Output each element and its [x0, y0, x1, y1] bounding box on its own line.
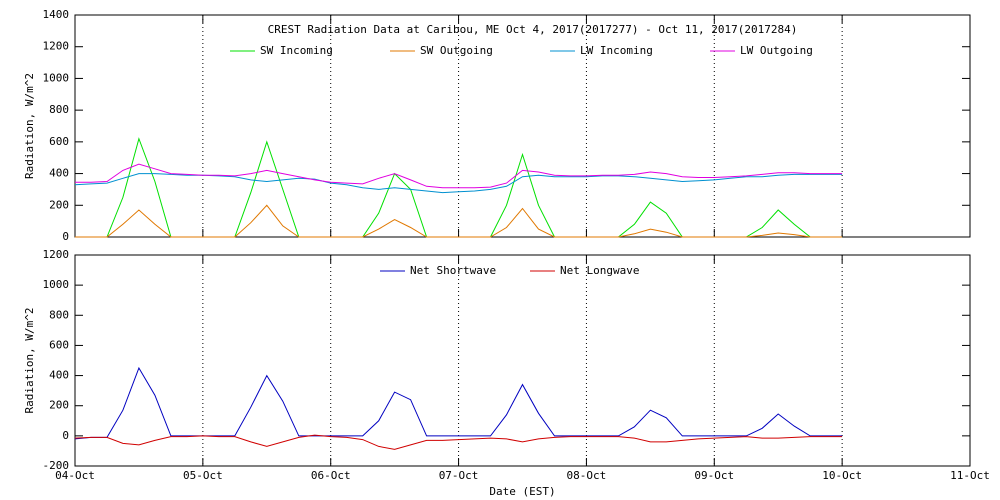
series-line: [74, 434, 843, 450]
y-axis-label: Radiation, W/m^2: [23, 308, 36, 414]
y-tick-label: 1000: [43, 71, 70, 84]
y-tick-label: 600: [49, 338, 69, 351]
y-tick-label: 0: [62, 429, 69, 442]
chart-title: CREST Radiation Data at Caribou, ME Oct …: [268, 23, 798, 36]
plot-frame: [74, 14, 971, 238]
y-tick-label: -200: [43, 459, 70, 472]
y-tick-label: 400: [49, 369, 69, 382]
legend-label: SW Incoming: [260, 44, 333, 57]
y-tick-label: 1200: [43, 248, 70, 261]
legend-label: Net Longwave: [560, 264, 639, 277]
plot-frame: [74, 254, 971, 467]
x-tick-label: 11-Oct: [950, 469, 990, 482]
y-tick-label: 800: [49, 103, 69, 116]
legend-label: LW Outgoing: [740, 44, 813, 57]
legend-label: SW Outgoing: [420, 44, 493, 57]
x-tick-label: 09-Oct: [694, 469, 734, 482]
y-tick-label: 1200: [43, 40, 70, 53]
y-tick-label: 800: [49, 308, 69, 321]
y-tick-label: 200: [49, 198, 69, 211]
x-tick-label: 04-Oct: [55, 469, 95, 482]
y-tick-label: 400: [49, 167, 69, 180]
x-tick-label: 08-Oct: [567, 469, 607, 482]
legend-label: LW Incoming: [580, 44, 653, 57]
y-axis-label: Radiation, W/m^2: [23, 73, 36, 179]
series-line: [75, 163, 843, 189]
y-tick-label: 200: [49, 399, 69, 412]
y-tick-label: 1400: [43, 8, 70, 21]
y-tick-label: 600: [49, 135, 69, 148]
y-tick-label: 0: [62, 230, 69, 243]
legend-label: Net Shortwave: [410, 264, 496, 277]
series-line: [75, 204, 843, 238]
x-tick-label: 07-Oct: [439, 469, 479, 482]
x-tick-label: 05-Oct: [183, 469, 223, 482]
y-tick-label: 1000: [43, 278, 70, 291]
x-tick-label: 10-Oct: [822, 469, 862, 482]
x-tick-label: 06-Oct: [311, 469, 351, 482]
x-axis-label: Date (EST): [489, 485, 555, 498]
